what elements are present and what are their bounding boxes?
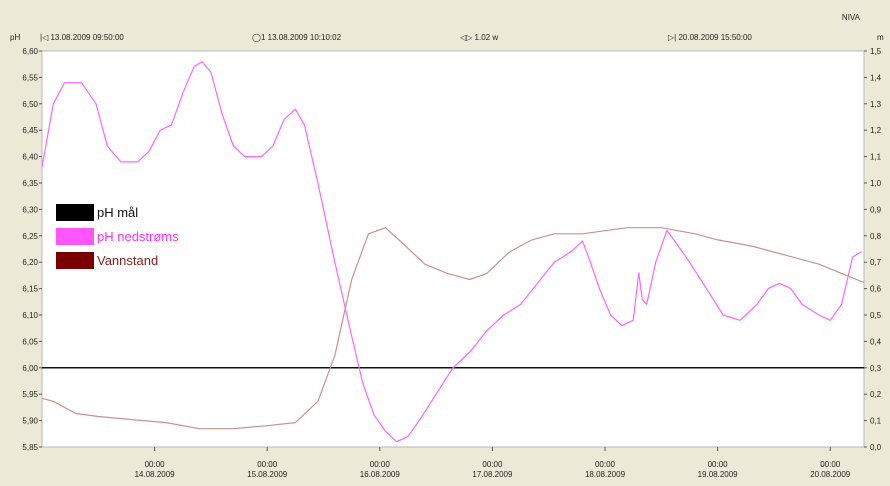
x-tick-time: 00:00 — [257, 460, 278, 469]
left-tick-label: 6,20 — [22, 258, 38, 267]
right-tick-label: 0,4 — [870, 337, 882, 346]
cursor-right-readout[interactable]: ▷| 20.08.2009 15:50:00 — [668, 33, 752, 42]
series-line-ph-nedstrøms — [41, 60, 863, 443]
left-tick-label: 6,05 — [22, 337, 38, 346]
right-tick-label: 0,6 — [870, 285, 882, 294]
right-tick-label: 1,4 — [870, 73, 882, 82]
cursor-mid-readout[interactable]: ◯1 13.08.2009 10:10:02 — [252, 33, 342, 42]
legend-swatch — [56, 252, 94, 269]
right-tick-label: 1,2 — [870, 126, 882, 135]
x-tick-date: 18.08.2009 — [585, 470, 626, 479]
left-tick-label: 6,35 — [22, 179, 38, 188]
x-tick-date: 19.08.2009 — [698, 470, 739, 479]
x-tick-time: 00:00 — [145, 460, 166, 469]
right-y-axis: 1,5 1,4 1,3 1,2 1,1 1,0 0,9 0,8 0,7 0,6 0,5 0,4 0,3 0… — [864, 47, 882, 452]
left-tick-label: 6,10 — [22, 311, 38, 320]
left-tick-label: 6,00 — [22, 364, 38, 373]
left-tick-label: 6,50 — [22, 100, 38, 109]
left-tick-label: 5,90 — [22, 417, 38, 426]
plot-area — [41, 50, 865, 448]
series-line-vannstand — [41, 227, 865, 430]
x-tick-time: 00:00 — [708, 460, 729, 469]
right-tick-label: 0,5 — [870, 311, 882, 320]
left-axis-unit: pH — [10, 33, 20, 42]
right-axis-unit: m — [877, 33, 884, 42]
left-tick-label: 6,30 — [22, 205, 38, 214]
x-tick-date: 16.08.2009 — [360, 470, 401, 479]
left-tick-label: 5,95 — [22, 390, 38, 399]
x-tick-time: 00:00 — [595, 460, 616, 469]
left-tick-label: 6,45 — [22, 126, 38, 135]
left-tick-label: 6,60 — [22, 47, 38, 56]
x-tick-date: 14.08.2009 — [135, 470, 176, 479]
legend-label: pH nedstrøms — [97, 229, 179, 244]
legend-label: pH mål — [97, 205, 138, 220]
left-tick-label: 6,40 — [22, 153, 38, 162]
right-tick-label: 0,1 — [870, 417, 882, 426]
left-tick-label: 6,15 — [22, 285, 38, 294]
legend-swatch — [56, 228, 94, 245]
left-tick-label: 6,25 — [22, 232, 38, 241]
right-tick-label: 1,3 — [870, 100, 882, 109]
right-tick-label: 1,5 — [870, 47, 882, 56]
step-readout[interactable]: ◁▷ 1.02 w — [460, 33, 498, 42]
right-tick-label: 1,0 — [870, 179, 882, 188]
legend-label: Vannstand — [97, 253, 158, 268]
right-tick-label: 0,2 — [870, 390, 882, 399]
x-tick-date: 17.08.2009 — [472, 470, 513, 479]
cursor-left-readout[interactable]: |◁ 13.08.2009 09:50:00 — [40, 33, 124, 42]
x-tick-time: 00:00 — [820, 460, 841, 469]
right-tick-label: 0,8 — [870, 232, 882, 241]
x-tick-date: 15.08.2009 — [247, 470, 288, 479]
right-tick-label: 0,7 — [870, 258, 882, 267]
legend: pH mål pH nedstrøms Vannstand — [56, 204, 179, 269]
x-tick-time: 00:00 — [482, 460, 503, 469]
x-tick-date: 20.08.2009 — [810, 470, 851, 479]
left-tick-label: 5,85 — [22, 443, 38, 452]
legend-swatch — [56, 204, 94, 221]
x-tick-time: 00:00 — [370, 460, 391, 469]
brand-label: NIVA — [842, 13, 861, 22]
left-y-axis: 6,60 6,55 6,50 6,45 6,40 6,35 6,30 6,25 6,20 6,15… — [22, 47, 42, 452]
right-tick-label: 0,9 — [870, 205, 882, 214]
right-tick-label: 0,0 — [870, 443, 882, 452]
right-tick-label: 0,3 — [870, 364, 882, 373]
series-layer — [41, 60, 865, 443]
left-tick-label: 6,55 — [22, 73, 38, 82]
right-tick-label: 1,1 — [870, 153, 882, 162]
x-axis: 00:0014.08.200900:0015.08.200900:0016.08… — [135, 447, 851, 479]
